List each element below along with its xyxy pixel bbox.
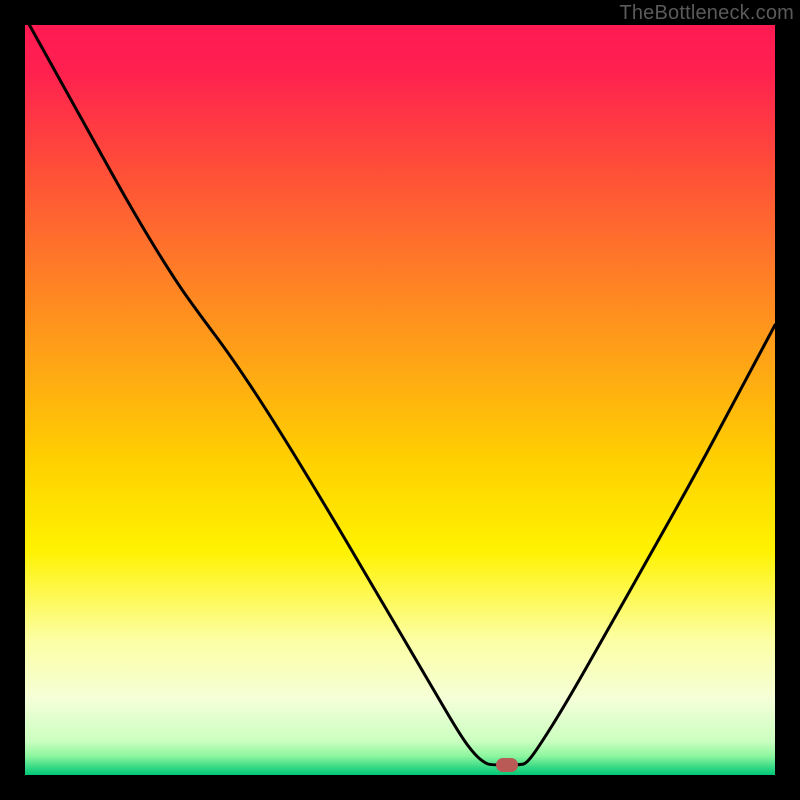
curve-path bbox=[25, 25, 775, 765]
plot-area bbox=[25, 25, 775, 775]
watermark-text: TheBottleneck.com bbox=[619, 2, 794, 25]
bottleneck-curve bbox=[25, 25, 775, 775]
chart-frame: TheBottleneck.com bbox=[0, 0, 800, 800]
trough-marker bbox=[496, 758, 518, 772]
